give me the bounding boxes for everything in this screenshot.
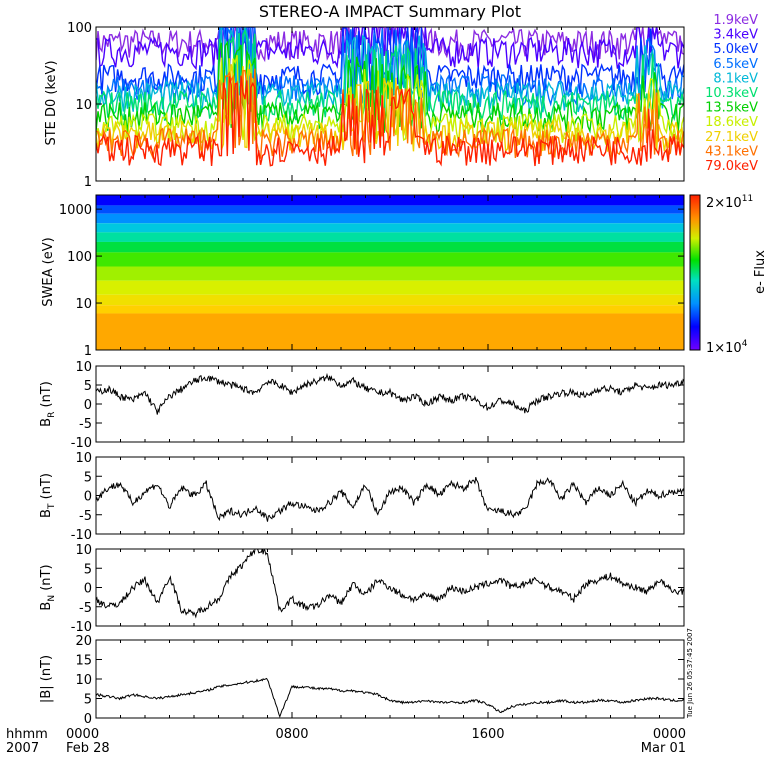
ste-series-13.5keV (96, 40, 684, 135)
swea-band (96, 280, 684, 295)
br-ytick-label: 5 (84, 379, 92, 394)
br-ytick-label: -5 (79, 417, 92, 432)
ste-series-6.5keV (96, 27, 684, 108)
swea-y-label: SWEA (eV) (41, 237, 56, 306)
x-tick-label: 1600 (471, 727, 504, 742)
swea-y-axis: 1 10 100 1000 (59, 194, 685, 359)
ste-panel: 1 10 100 STE D0 (keV) 1.9keV3.4keV5.0keV6.… (44, 13, 758, 190)
br-trace (96, 372, 684, 415)
br-ytick-label: -10 (71, 436, 92, 451)
swea-band (96, 195, 684, 206)
swea-band (96, 241, 684, 253)
swea-band (96, 294, 684, 306)
bt-panel: 10 5 0 -5 -10 BT (nT) (39, 451, 685, 543)
ste-legend-item: 3.4keV (713, 28, 758, 43)
br-panel: 10 5 0 -5 -10 BR (nT) (39, 360, 685, 451)
ste-legend-item: 27.1keV (705, 130, 758, 145)
ste-legend-item: 18.6keV (705, 115, 758, 130)
ste-ytick-label: 10 (75, 98, 92, 113)
bn-panel: 10 5 0 -5 -10 BN (nT) (39, 543, 685, 635)
ste-ytick-label: 100 (67, 21, 92, 36)
ste-series-79.0keV (96, 75, 684, 167)
bmag-ytick-label: 0 (84, 712, 92, 727)
ste-y-label: STE D0 (keV) (44, 60, 59, 145)
colorbar-max-label: 2×1011 (706, 194, 753, 211)
figure-title: STEREO-A IMPACT Summary Plot (259, 2, 521, 21)
bmag-ytick-label: 15 (75, 654, 92, 669)
generation-timestamp: Tue Jun 26 05:37:45 2007 (686, 628, 694, 719)
bt-ytick-label: -10 (71, 528, 92, 543)
swea-band (96, 252, 684, 267)
bn-ytick-label: 0 (84, 582, 92, 597)
bn-trace (96, 549, 684, 619)
ste-legend-item: 5.0keV (713, 42, 758, 57)
ste-traces (96, 27, 684, 167)
bmag-panel: 20 15 10 5 0 |B| (nT) (39, 634, 685, 727)
bn-ytick-label: -10 (71, 620, 92, 635)
x-tick-date: Mar 01 (641, 741, 686, 756)
bt-frame (95, 456, 685, 535)
swea-band (96, 213, 684, 224)
bt-ytick-label: 10 (75, 451, 92, 466)
swea-ytick-label: 1000 (59, 203, 92, 218)
x-tick-label: 0000 (653, 727, 686, 742)
bmag-ytick-label: 5 (84, 693, 92, 708)
swea-panel: 1 10 100 1000 SWEA (eV) 2×1011 1×104 e- Flu… (41, 194, 768, 359)
swea-band (96, 205, 684, 214)
bn-ytick-label: -5 (79, 601, 92, 616)
bt-y-label: BT (nT) (39, 473, 57, 518)
x-tick-label: 0800 (275, 727, 308, 742)
bn-ytick-label: 10 (75, 543, 92, 558)
ste-legend-item: 79.0keV (705, 159, 758, 174)
ste-series-43.1keV (96, 68, 684, 160)
x-row-label-year: 2007 (6, 741, 39, 756)
bmag-ytick-label: 20 (75, 634, 92, 649)
br-ytick-label: 10 (75, 360, 92, 375)
bn-y-label: BN (nT) (39, 564, 57, 610)
x-tick-label: 0000 (66, 727, 99, 742)
swea-band (96, 223, 684, 233)
colorbar-gradient (689, 194, 701, 351)
swea-band (96, 266, 684, 281)
swea-colorbar: 2×1011 1×104 e- Flux (689, 194, 768, 356)
bn-ytick-label: 5 (84, 562, 92, 577)
colorbar-label: e- Flux (753, 250, 768, 294)
ste-legend: 1.9keV3.4keV5.0keV6.5keV8.1keV10.3keV13.… (705, 13, 758, 174)
ste-legend-item: 1.9keV (713, 13, 758, 28)
swea-spectrogram (96, 195, 684, 350)
bt-ytick-label: -5 (79, 509, 92, 524)
colorbar-min-label: 1×104 (706, 339, 748, 356)
ste-ytick-label: 1 (84, 175, 92, 190)
br-ytick-label: 0 (84, 398, 92, 413)
ste-legend-item: 13.5keV (705, 101, 758, 116)
swea-ytick-label: 10 (75, 297, 92, 312)
br-frame (95, 365, 685, 443)
br-y-label: BR (nT) (39, 381, 57, 427)
magnetic-field-panels: 10 5 0 -5 -10 BR (nT) 10 5 0 -5 -10 BT (nT) 10 5 0 -5 -1… (39, 360, 685, 727)
bmag-frame (95, 639, 685, 719)
ste-plot-area (96, 27, 684, 167)
bt-ytick-label: 5 (84, 470, 92, 485)
swea-ytick-label: 1 (84, 344, 92, 359)
swea-band (96, 305, 684, 314)
bt-ytick-label: 0 (84, 490, 92, 505)
bmag-y-label: |B| (nT) (39, 655, 54, 703)
ste-legend-item: 43.1keV (705, 144, 758, 159)
x-tick-date: Feb 28 (66, 741, 110, 756)
bmag-trace (96, 677, 684, 718)
bt-trace (96, 476, 684, 522)
swea-ytick-label: 100 (67, 250, 92, 265)
ste-legend-item: 10.3keV (705, 86, 758, 101)
swea-band (96, 232, 684, 242)
ste-legend-item: 8.1keV (713, 71, 758, 86)
bmag-ytick-label: 10 (75, 673, 92, 688)
ste-y-axis: 1 10 100 (67, 21, 685, 190)
x-row-label-hhmm: hhmm (6, 727, 48, 742)
swea-band (96, 313, 684, 350)
ste-legend-item: 6.5keV (713, 57, 758, 72)
